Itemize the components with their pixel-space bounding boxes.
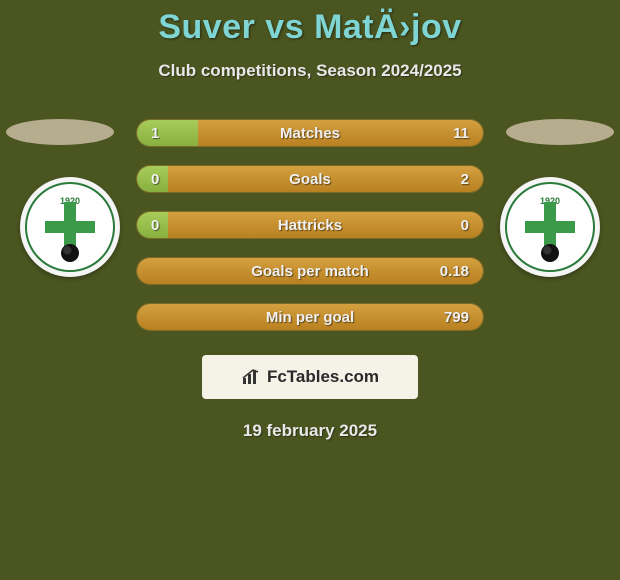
- stat-row: 0 Goals 2: [136, 165, 484, 193]
- stat-label: Goals per match: [251, 263, 369, 280]
- stat-bar-content: 0 Goals 2: [137, 166, 483, 192]
- stat-left-value: 0: [151, 217, 159, 234]
- stat-row: Goals per match 0.18: [136, 257, 484, 285]
- compare-area: 1920 1920 1 Matches 11 0 Goals 2 0 Hattricks 0 Go…: [0, 119, 620, 331]
- stat-row: 1 Matches 11: [136, 119, 484, 147]
- player-base-left: [6, 119, 114, 145]
- stat-bar-content: Min per goal 799: [137, 304, 483, 330]
- club-logo-left-inner: 1920: [25, 182, 115, 272]
- stat-right-value: 11: [453, 125, 469, 142]
- player-base-right: [506, 119, 614, 145]
- stat-row: Min per goal 799: [136, 303, 484, 331]
- club-logo-right: 1920: [500, 177, 600, 277]
- footer-date: 19 february 2025: [0, 421, 620, 441]
- stat-bar-content: 1 Matches 11: [137, 120, 483, 146]
- stat-label: Goals: [289, 171, 331, 188]
- stat-bar-content: Goals per match 0.18: [137, 258, 483, 284]
- stat-label: Min per goal: [266, 309, 354, 326]
- club-logo-left: 1920: [20, 177, 120, 277]
- page-title: Suver vs MatÄ›jov: [0, 8, 620, 47]
- club-ball-icon: [541, 244, 559, 262]
- stat-label: Matches: [280, 125, 340, 142]
- stat-right-value: 0.18: [440, 263, 469, 280]
- stat-label: Hattricks: [278, 217, 342, 234]
- stat-right-value: 2: [461, 171, 469, 188]
- stat-row: 0 Hattricks 0: [136, 211, 484, 239]
- page-subtitle: Club competitions, Season 2024/2025: [0, 61, 620, 81]
- club-logo-right-inner: 1920: [505, 182, 595, 272]
- chart-icon: [241, 368, 261, 386]
- stat-left-value: 1: [151, 125, 159, 142]
- stat-bars: 1 Matches 11 0 Goals 2 0 Hattricks 0 Goals per ma…: [136, 119, 484, 331]
- stat-left-value: 0: [151, 171, 159, 188]
- brand-box: FcTables.com: [202, 355, 418, 399]
- main-container: Suver vs MatÄ›jov Club competitions, Sea…: [0, 0, 620, 441]
- stat-bar-content: 0 Hattricks 0: [137, 212, 483, 238]
- brand-text: FcTables.com: [267, 367, 379, 387]
- stat-right-value: 799: [444, 309, 469, 326]
- club-ball-icon: [61, 244, 79, 262]
- stat-right-value: 0: [461, 217, 469, 234]
